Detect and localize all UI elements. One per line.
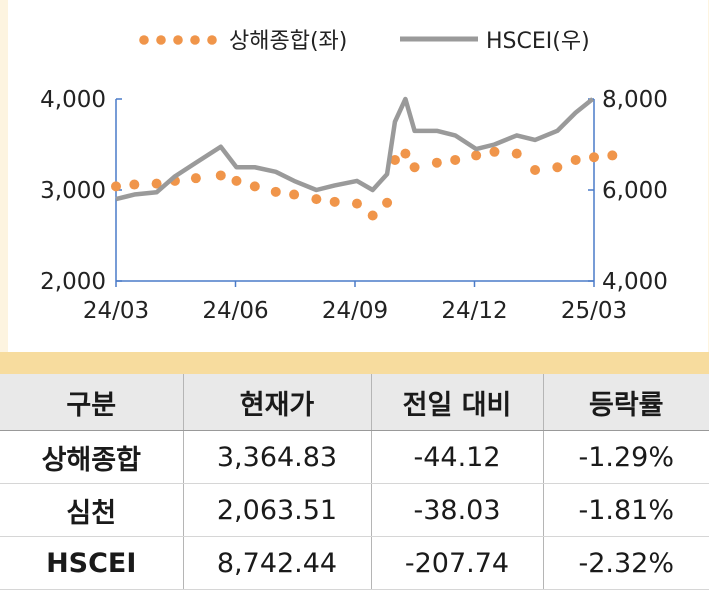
shanghai-data-point	[215, 170, 226, 181]
legend-swatch-shanghai	[173, 35, 183, 45]
table-row: 상해종합 3,364.83 -44.12 -1.29%	[0, 430, 709, 484]
cell-price: 3,364.83	[183, 430, 372, 484]
left-tick-label: 2,000	[40, 269, 106, 295]
shanghai-data-point	[471, 150, 482, 161]
shanghai-data-point	[129, 179, 140, 190]
shanghai-data-point	[270, 186, 281, 197]
right-tick-label: 4,000	[602, 269, 668, 295]
cell-change: -207.74	[371, 536, 544, 590]
legend-label-shanghai: 상해종합(좌)	[229, 29, 347, 54]
left-tick-label: 3,000	[40, 178, 106, 204]
shanghai-data-point	[289, 189, 300, 200]
shanghai-data-point	[530, 164, 541, 175]
shanghai-data-point	[190, 173, 201, 184]
shanghai-data-point	[552, 162, 563, 173]
section-divider	[0, 352, 709, 374]
shanghai-data-point	[607, 150, 618, 161]
hscei-series-line	[115, 96, 595, 202]
cell-rate: -1.29%	[543, 430, 709, 484]
shanghai-data-point	[329, 196, 340, 207]
legend-swatch-shanghai	[156, 35, 166, 45]
index-table: 구분 현재가 전일 대비 등락률 상해종합 3,364.83 -44.12 -1…	[0, 374, 709, 590]
legend-label-hscei: HSCEI(우)	[486, 29, 590, 54]
shanghai-data-point	[400, 148, 411, 159]
table-header-row: 구분 현재가 전일 대비 등락률	[0, 374, 709, 431]
x-tick-label: 24/03	[83, 298, 149, 324]
shanghai-data-point	[151, 178, 162, 189]
table-row: 심천 2,063.51 -38.03 -1.81%	[0, 483, 709, 537]
legend-swatch-shanghai	[139, 35, 149, 45]
header-category: 구분	[0, 374, 184, 431]
shanghai-data-point	[589, 152, 599, 163]
cell-rate: -2.32%	[543, 536, 709, 590]
header-price: 현재가	[183, 374, 372, 431]
shanghai-data-point	[111, 181, 121, 192]
cell-change: -44.12	[371, 430, 544, 484]
table-row: HSCEI 8,742.44 -207.74 -2.32%	[0, 536, 709, 590]
legend-swatch-shanghai	[190, 35, 200, 45]
row-label: 상해종합	[0, 430, 184, 484]
shanghai-data-point	[249, 181, 260, 192]
shanghai-data-point	[311, 194, 322, 205]
cell-price: 8,742.44	[183, 536, 372, 590]
shanghai-data-point	[431, 157, 442, 168]
shanghai-data-point	[367, 210, 378, 221]
legend-swatch-shanghai	[207, 35, 217, 45]
row-label: HSCEI	[0, 536, 184, 590]
cell-change: -38.03	[371, 483, 544, 537]
x-tick-label: 24/06	[202, 298, 268, 324]
right-tick-label: 6,000	[602, 178, 668, 204]
chart-panel: 2,000 3,000 4,000 4,000 6,000 8,000 24/03 24/06…	[8, 0, 708, 352]
right-tick-label: 8,000	[602, 87, 668, 113]
header-rate: 등락률	[543, 374, 709, 431]
shanghai-data-point	[489, 146, 500, 157]
x-tick-label: 24/09	[322, 298, 388, 324]
shanghai-data-point	[231, 175, 242, 186]
shanghai-data-point	[570, 154, 581, 165]
shanghai-data-point	[389, 154, 400, 165]
left-tick-label: 4,000	[40, 87, 106, 113]
cell-price: 2,063.51	[183, 483, 372, 537]
shanghai-data-point	[382, 197, 393, 208]
shanghai-data-point	[351, 198, 362, 209]
header-change: 전일 대비	[371, 374, 544, 431]
shanghai-data-point	[450, 154, 461, 165]
shanghai-data-point	[409, 162, 420, 173]
row-label: 심천	[0, 483, 184, 537]
shanghai-data-point	[511, 148, 522, 159]
cell-rate: -1.81%	[543, 483, 709, 537]
x-tick-label: 24/12	[441, 298, 507, 324]
x-tick-label: 25/03	[561, 298, 627, 324]
line-chart: 2,000 3,000 4,000 4,000 6,000 8,000 24/03 24/06…	[40, 29, 668, 324]
